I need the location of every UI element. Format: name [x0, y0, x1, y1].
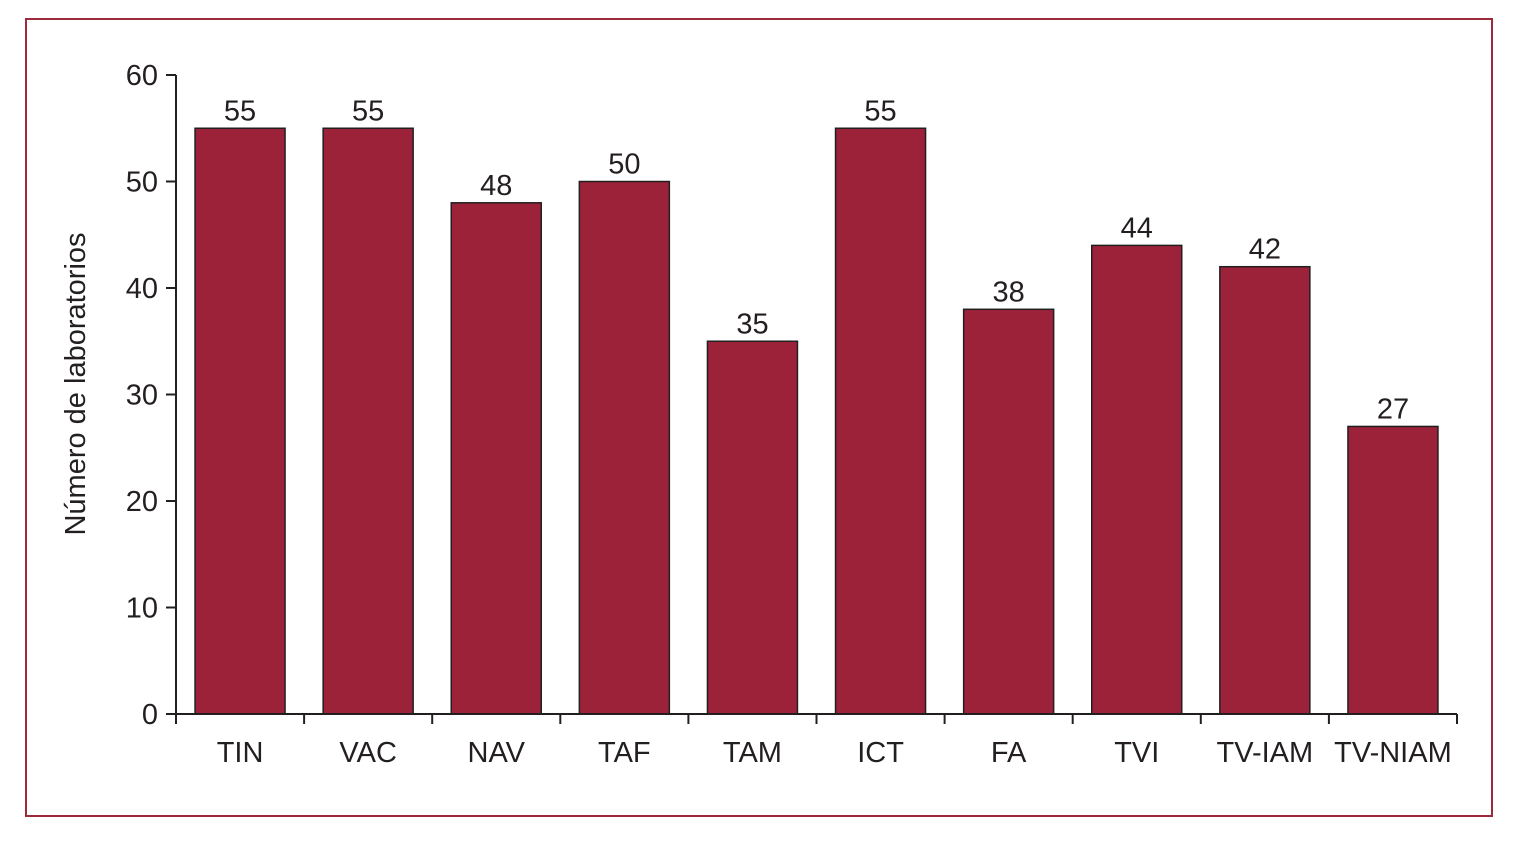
bars-group — [194, 127, 1439, 715]
data-label-tvi: 44 — [1121, 212, 1153, 244]
x-tick-label-tv-niam: TV-NIAM — [1334, 737, 1452, 769]
data-label-tv-iam: 42 — [1249, 234, 1281, 266]
data-label-tv-niam: 27 — [1377, 393, 1409, 425]
y-tick-label: 0 — [142, 699, 158, 731]
data-label-ict: 55 — [864, 95, 896, 127]
y-tick-label: 20 — [126, 486, 158, 518]
chart-frame — [25, 18, 1493, 817]
y-tick-label: 10 — [126, 593, 158, 625]
y-tick-label: 50 — [126, 167, 158, 199]
y-tick-label: 30 — [126, 380, 158, 412]
bar-tv-niam — [1347, 425, 1439, 715]
bar-nav — [450, 202, 542, 715]
x-tick-label-ict: ICT — [857, 737, 904, 769]
x-tick-label-tin: TIN — [217, 737, 264, 769]
data-label-fa: 38 — [993, 276, 1025, 308]
x-tick-label-nav: NAV — [468, 737, 526, 769]
y-axis-label: Número de laboratorios — [60, 232, 92, 535]
bar-ict — [834, 127, 927, 715]
y-tick-label: 60 — [126, 60, 158, 92]
x-tick-label-fa: FA — [991, 737, 1027, 769]
bar-tv-iam — [1219, 265, 1311, 715]
data-label-tin: 55 — [224, 95, 256, 127]
data-label-tam: 35 — [736, 308, 768, 340]
data-label-taf: 50 — [608, 149, 640, 181]
bar-tam — [706, 340, 799, 715]
axes-group: TIN VAC NAV TAF TAM ICT FA TVI TV-IAM TV-NIAM 0 10 2… — [126, 60, 1458, 769]
data-label-vac: 55 — [352, 95, 384, 127]
y-tick-label: 40 — [126, 273, 158, 305]
bar-taf — [578, 180, 671, 715]
data-labels-group: 55 55 48 50 35 55 38 44 42 27 — [224, 95, 1409, 425]
x-tick-label-taf: TAF — [598, 737, 651, 769]
bar-tvi — [1091, 244, 1183, 715]
bar-fa — [962, 308, 1055, 715]
x-tick-label-vac: VAC — [339, 737, 396, 769]
data-label-nav: 48 — [480, 170, 512, 202]
x-tick-label-tvi: TVI — [1114, 737, 1159, 769]
x-tick-label-tam: TAM — [723, 737, 782, 769]
x-tick-label-tv-iam: TV-IAM — [1217, 737, 1314, 769]
bar-vac — [322, 127, 414, 715]
bar-tin — [194, 127, 286, 715]
